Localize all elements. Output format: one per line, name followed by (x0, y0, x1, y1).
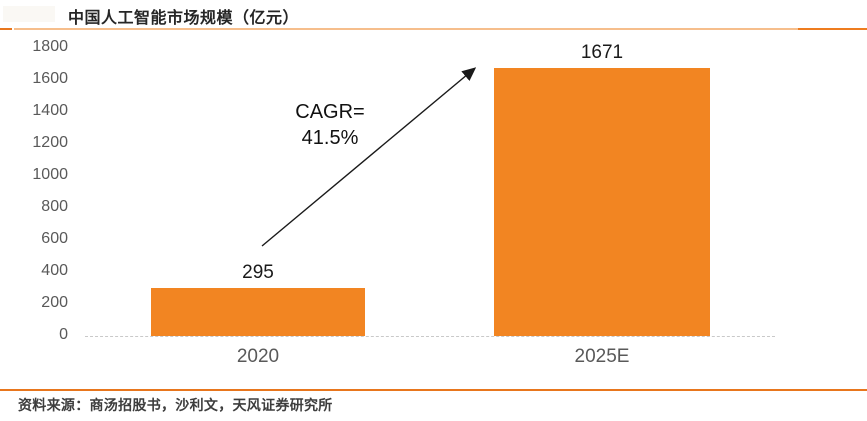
chart-title: 中国人工智能市场规模（亿元） (68, 10, 300, 27)
cagr-annotation-line2: 41.5% (301, 127, 359, 149)
y-axis-tick-label: 0 (59, 326, 68, 343)
y-axis-tick-label: 1600 (32, 70, 68, 87)
title-left-highlight (3, 6, 55, 22)
y-axis-tick-label: 1200 (32, 134, 68, 151)
bar-2020 (151, 287, 365, 336)
source-divider-line (0, 389, 867, 391)
bar-value-label-2025e: 1671 (580, 41, 624, 63)
cagr-annotation-line1: CAGR= (295, 101, 365, 123)
y-axis-tick-label: 1400 (32, 102, 68, 119)
x-axis-baseline (85, 336, 775, 337)
source-note: 资料来源：商汤招股书，沙利文，天风证券研究所 (18, 397, 333, 413)
y-axis-tick-label: 600 (41, 230, 68, 247)
title-underline (14, 28, 798, 30)
x-axis-label-2025e: 2025E (574, 346, 630, 367)
y-axis-tick-label: 1800 (32, 38, 68, 55)
growth-arrow (261, 67, 477, 247)
title-underline-left-segment (0, 28, 12, 30)
y-axis-tick-label: 200 (41, 294, 68, 311)
x-axis-label-2020: 2020 (236, 346, 280, 367)
plot-area: 0 200 400 600 800 1000 1200 1400 1600 1800 295 16… (32, 38, 775, 367)
y-axis-tick-label: 1000 (32, 166, 68, 183)
y-axis-tick-label: 800 (41, 198, 68, 215)
bar-2025e (494, 67, 710, 336)
y-axis-tick-label: 400 (41, 262, 68, 279)
bar-value-label-2020: 295 (242, 261, 274, 283)
cagr-annotation: CAGR= 41.5% (285, 99, 375, 151)
title-underline-right-segment (798, 28, 867, 30)
